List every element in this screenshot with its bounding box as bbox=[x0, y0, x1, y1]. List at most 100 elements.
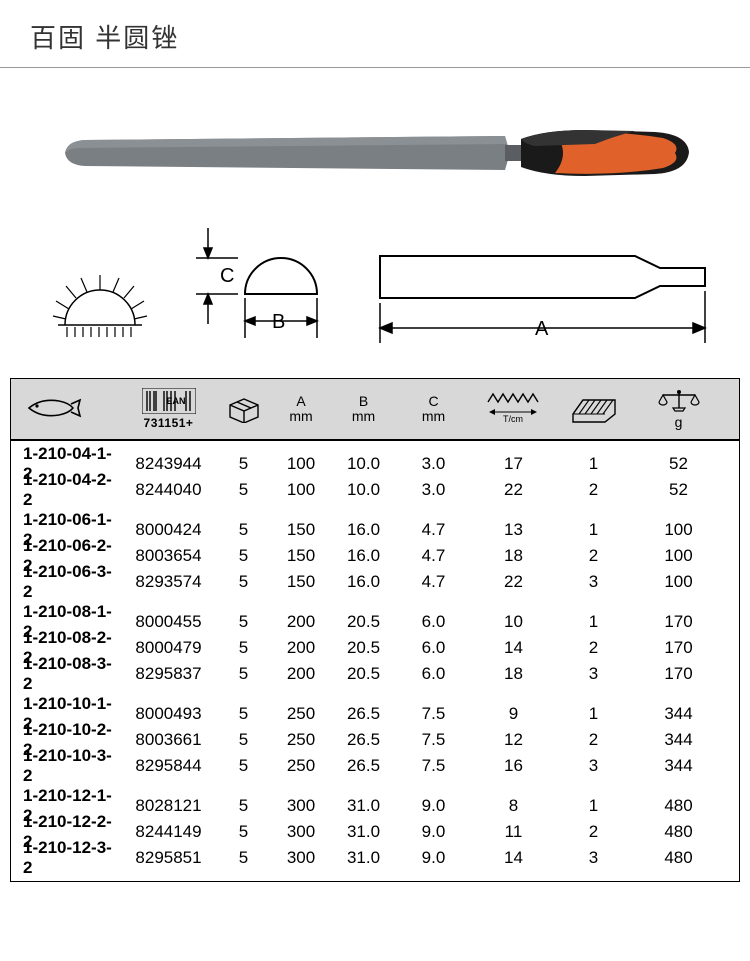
cell-a: 100 bbox=[271, 454, 331, 474]
cell-box: 5 bbox=[216, 664, 271, 684]
cell-c: 6.0 bbox=[396, 664, 471, 684]
cell-a: 300 bbox=[271, 848, 331, 868]
cell-a: 250 bbox=[271, 730, 331, 750]
table-body: 1-210-04-1-28243944510010.03.0171521-210… bbox=[11, 441, 739, 881]
cell-c: 3.0 bbox=[396, 480, 471, 500]
header-ean: EAN 731151+ bbox=[121, 388, 216, 430]
cut-texture-icon bbox=[569, 392, 619, 424]
cell-g: 480 bbox=[631, 848, 726, 868]
cell-g: 100 bbox=[631, 546, 726, 566]
cell-model: 1-210-12-3-2 bbox=[11, 838, 121, 878]
cell-cut: 3 bbox=[556, 756, 631, 776]
cell-c: 9.0 bbox=[396, 796, 471, 816]
cell-cut: 1 bbox=[556, 520, 631, 540]
cell-a: 150 bbox=[271, 572, 331, 592]
cell-cut: 2 bbox=[556, 480, 631, 500]
cell-g: 170 bbox=[631, 638, 726, 658]
cell-ean: 8000455 bbox=[121, 612, 216, 632]
cell-tcm: 12 bbox=[471, 730, 556, 750]
cell-c: 6.0 bbox=[396, 612, 471, 632]
cell-a: 150 bbox=[271, 546, 331, 566]
cell-ean: 8243944 bbox=[121, 454, 216, 474]
cell-b: 16.0 bbox=[331, 520, 396, 540]
cell-box: 5 bbox=[216, 796, 271, 816]
table-row: 1-210-10-3-28295844525026.57.5163344 bbox=[11, 753, 739, 779]
cell-c: 3.0 bbox=[396, 454, 471, 474]
cell-tcm: 22 bbox=[471, 572, 556, 592]
cell-c: 4.7 bbox=[396, 572, 471, 592]
cell-g: 480 bbox=[631, 822, 726, 842]
cell-box: 5 bbox=[216, 730, 271, 750]
cell-box: 5 bbox=[216, 572, 271, 592]
cell-tcm: 11 bbox=[471, 822, 556, 842]
cell-a: 250 bbox=[271, 704, 331, 724]
cell-g: 100 bbox=[631, 572, 726, 592]
cell-ean: 8028121 bbox=[121, 796, 216, 816]
cell-b: 31.0 bbox=[331, 848, 396, 868]
cell-a: 100 bbox=[271, 480, 331, 500]
cell-model: 1-210-10-3-2 bbox=[11, 746, 121, 786]
dim-b-label: B bbox=[272, 311, 285, 333]
cell-g: 344 bbox=[631, 730, 726, 750]
file-tool-illustration bbox=[55, 118, 695, 188]
table-row: 1-210-06-3-28293574515016.04.7223100 bbox=[11, 569, 739, 595]
table-group: 1-210-08-1-28000455520020.56.01011701-21… bbox=[11, 609, 739, 687]
cell-cut: 1 bbox=[556, 454, 631, 474]
table-group: 1-210-04-1-28243944510010.03.0171521-210… bbox=[11, 451, 739, 503]
cell-cut: 2 bbox=[556, 730, 631, 750]
dimension-diagrams: C B A bbox=[0, 218, 750, 378]
product-image bbox=[0, 68, 750, 218]
cell-c: 9.0 bbox=[396, 822, 471, 842]
cell-c: 7.5 bbox=[396, 704, 471, 724]
cell-model: 1-210-04-2-2 bbox=[11, 470, 121, 510]
cell-box: 5 bbox=[216, 638, 271, 658]
header-model bbox=[11, 395, 121, 424]
cell-cut: 2 bbox=[556, 638, 631, 658]
header-a: A mm bbox=[271, 394, 331, 425]
cell-tcm: 14 bbox=[471, 638, 556, 658]
cell-ean: 8295851 bbox=[121, 848, 216, 868]
cell-tcm: 13 bbox=[471, 520, 556, 540]
header-teeth-per-cm: T/cm bbox=[471, 390, 556, 429]
cell-a: 300 bbox=[271, 796, 331, 816]
cell-b: 31.0 bbox=[331, 796, 396, 816]
table-group: 1-210-12-1-28028121530031.09.0814801-210… bbox=[11, 793, 739, 871]
cell-c: 7.5 bbox=[396, 730, 471, 750]
cell-tcm: 18 bbox=[471, 546, 556, 566]
cell-a: 300 bbox=[271, 822, 331, 842]
cell-g: 480 bbox=[631, 796, 726, 816]
cell-tcm: 10 bbox=[471, 612, 556, 632]
cell-c: 7.5 bbox=[396, 756, 471, 776]
cell-ean: 8295844 bbox=[121, 756, 216, 776]
cell-ean: 8000479 bbox=[121, 638, 216, 658]
table-header-row: EAN 731151+ A mm B mm C mm bbox=[11, 379, 739, 441]
scale-icon bbox=[657, 388, 701, 412]
box-icon bbox=[224, 393, 264, 423]
cell-g: 52 bbox=[631, 480, 726, 500]
cell-ean: 8000424 bbox=[121, 520, 216, 540]
cell-ean: 8295837 bbox=[121, 664, 216, 684]
cell-box: 5 bbox=[216, 546, 271, 566]
barcode-icon: EAN bbox=[142, 388, 196, 414]
spec-table: EAN 731151+ A mm B mm C mm bbox=[10, 378, 740, 882]
cell-tcm: 17 bbox=[471, 454, 556, 474]
cell-a: 150 bbox=[271, 520, 331, 540]
cell-g: 100 bbox=[631, 520, 726, 540]
dim-a-label: A bbox=[535, 318, 549, 340]
cell-cut: 3 bbox=[556, 848, 631, 868]
table-group: 1-210-10-1-28000493525026.57.5913441-210… bbox=[11, 701, 739, 779]
cell-box: 5 bbox=[216, 454, 271, 474]
header-c: C mm bbox=[396, 394, 471, 425]
cell-b: 16.0 bbox=[331, 572, 396, 592]
cell-ean: 8244149 bbox=[121, 822, 216, 842]
title-bar: 百固 半圆锉 bbox=[0, 0, 750, 68]
cell-tcm: 14 bbox=[471, 848, 556, 868]
cell-g: 170 bbox=[631, 612, 726, 632]
cell-box: 5 bbox=[216, 848, 271, 868]
cell-tcm: 16 bbox=[471, 756, 556, 776]
cell-model: 1-210-06-3-2 bbox=[11, 562, 121, 602]
length-diagram: A bbox=[375, 248, 715, 348]
cell-a: 200 bbox=[271, 612, 331, 632]
table-row: 1-210-08-3-28295837520020.56.0183170 bbox=[11, 661, 739, 687]
cell-b: 16.0 bbox=[331, 546, 396, 566]
